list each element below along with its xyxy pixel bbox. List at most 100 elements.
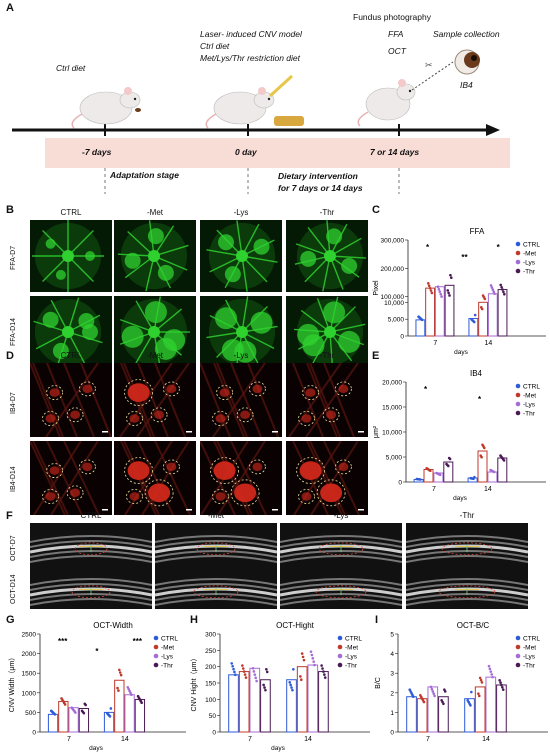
data-point (429, 469, 432, 473)
data-point (241, 664, 244, 667)
x-tick-label: 14 (304, 736, 312, 743)
data-point (299, 678, 303, 682)
ib4-image (200, 441, 282, 515)
data-point (443, 690, 447, 693)
data-point (264, 688, 267, 692)
data-point (53, 713, 57, 716)
legend-marker (153, 653, 159, 659)
ffa-image (200, 296, 282, 368)
y-tick-label: 0 (212, 730, 216, 737)
significance-marker: * (478, 395, 482, 404)
mouse-icon-3 (357, 61, 454, 127)
y-tick-label: 200,000 (381, 266, 405, 273)
y-axis-label: B/C (375, 677, 382, 689)
data-point (117, 689, 120, 692)
data-point (473, 475, 476, 479)
oct-col-title: -Met (208, 511, 224, 520)
data-point (429, 289, 433, 292)
data-point (302, 658, 306, 662)
y-tick-label: 0 (32, 730, 36, 737)
data-point (472, 320, 476, 324)
bar-minus-met (423, 469, 434, 483)
x-tick-label: 7 (67, 736, 71, 743)
x-axis-label: days (454, 349, 468, 356)
data-point (108, 715, 112, 718)
significance-marker: *** (133, 637, 143, 646)
data-point (502, 290, 505, 294)
data-point (419, 478, 422, 481)
bar-minus-thr (260, 679, 271, 733)
data-point (312, 660, 315, 663)
timeline-band (45, 138, 510, 168)
chart-g-oct-width: OCT-Width 0 500 1000 1500 2000 2500 CNV Width（μ… (8, 621, 186, 752)
data-point (412, 695, 415, 699)
chart-title: OCT-Hight (276, 621, 315, 630)
data-point (428, 286, 432, 290)
legend-marker (337, 635, 343, 641)
food-pellets-icon (274, 116, 304, 126)
bar-minus-lys (427, 686, 439, 733)
panel-label-b: B (6, 204, 14, 216)
data-point (492, 470, 496, 474)
bar-ctrl (468, 318, 479, 337)
data-point (234, 673, 237, 677)
legend-label: -Lys (345, 654, 358, 661)
legend-label: -Met (523, 645, 536, 652)
bar-minus-lys (249, 667, 261, 733)
y-tick-label: 500 (25, 710, 36, 717)
data-point (291, 688, 294, 692)
data-point (321, 667, 324, 670)
data-point (322, 670, 325, 673)
scissors-icon: ✂ (425, 60, 433, 70)
oct-row-label: OCT-D14 (10, 574, 17, 604)
oct-col-title: -Thr (459, 511, 475, 520)
data-point (480, 455, 483, 459)
tick-label-minus7: -7 days (82, 147, 112, 157)
significance-marker: * (95, 647, 99, 656)
ffa-image (30, 296, 112, 368)
y-tick-label: 50 (209, 713, 217, 720)
ffa-col-title: -Met (147, 208, 163, 217)
data-point (501, 686, 504, 689)
data-point (446, 289, 450, 292)
oct-col-title: CTRL (80, 511, 102, 520)
fundus-label: Fundus photography (353, 12, 431, 22)
significance-marker: ** (461, 253, 468, 262)
ib4-row-label: IB4-D7 (10, 392, 17, 414)
data-point (442, 702, 445, 706)
data-point (490, 286, 494, 289)
y-tick-label: 1 (390, 710, 394, 717)
legend-marker (337, 662, 343, 668)
legend-label: -Lys (523, 402, 536, 409)
ffa-image (286, 220, 368, 292)
legend-marker (153, 635, 159, 641)
bar-ctrl (228, 674, 239, 733)
legend-label: -Met (345, 645, 358, 652)
data-point (422, 700, 426, 704)
data-point (74, 711, 77, 714)
data-point (265, 670, 269, 674)
legend-marker (515, 268, 521, 274)
panel-label-d: D (6, 350, 14, 362)
y-tick-label: 2 (390, 690, 394, 697)
data-point (323, 676, 327, 679)
data-point (311, 657, 315, 660)
data-point (480, 681, 484, 684)
ib4-col-title: -Thr (319, 351, 335, 360)
bar-minus-lys (487, 471, 498, 483)
data-point (432, 692, 435, 695)
legend-label: -Thr (523, 663, 536, 670)
ctrl-diet-label: Ctrl diet (56, 63, 86, 73)
data-point (478, 676, 482, 680)
legend-marker (515, 259, 521, 265)
legend-label: -Thr (161, 663, 174, 670)
ffa-col-title: -Lys (233, 208, 249, 217)
y-tick-label: 5,000 (388, 317, 405, 324)
ffa-col-title: -Thr (319, 208, 335, 217)
timeline-graphic: ✂ (12, 49, 510, 194)
dietary-line-2: for 7 days or 14 days (278, 183, 363, 193)
ib4-label: IB4 (460, 80, 473, 90)
data-point (469, 704, 472, 707)
data-point (82, 711, 86, 715)
data-point (492, 290, 495, 293)
